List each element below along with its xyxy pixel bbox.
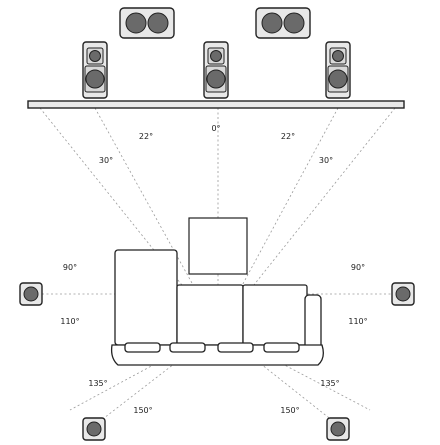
sofa-cushion-2 (169, 342, 206, 353)
sofa-back-middle (176, 284, 244, 346)
angle-label-front-left-outer: 30° (99, 156, 113, 165)
side-right-speaker-icon (391, 282, 415, 306)
front-right-speaker-icon (325, 41, 351, 99)
sofa-cushion-3 (217, 342, 254, 353)
front-wall (27, 100, 405, 109)
angle-label-rear-left-lower: 150° (133, 406, 152, 415)
overhead-speaker-right-icon (255, 7, 311, 39)
guide-line-rear-right (217, 329, 339, 426)
sofa-cushion-1 (124, 342, 161, 353)
sofa-arm-right (304, 294, 322, 354)
angle-label-rear-right-lower: 150° (280, 406, 299, 415)
sofa-icon (110, 249, 324, 366)
angle-label-side-left-lower: 110° (60, 317, 79, 326)
angle-label-side-right-upper: 90° (351, 263, 365, 272)
rear-left-speaker-icon (82, 417, 106, 441)
angle-label-front-right-outer: 30° (319, 156, 333, 165)
center-speaker-icon (203, 41, 229, 99)
angle-label-front-left-inner: 22° (139, 132, 153, 141)
sofa-back-right (242, 284, 308, 346)
angle-label-rear-right-upper: 135° (320, 379, 339, 388)
overhead-speaker-left-icon (119, 7, 175, 39)
screen-icon (188, 217, 248, 275)
front-left-speaker-icon (82, 41, 108, 99)
sofa-chaise (114, 249, 178, 346)
angle-label-side-left-upper: 90° (63, 263, 77, 272)
angle-label-side-right-lower: 110° (348, 317, 367, 326)
side-left-speaker-icon (19, 282, 43, 306)
sofa-cushion-4 (263, 342, 300, 353)
angle-label-front-center: 0° (211, 124, 220, 133)
guide-line-rear-left (94, 329, 219, 426)
guide-line-front-left (94, 107, 219, 331)
guide-line-front-right (217, 107, 339, 331)
rear-right-speaker-icon (326, 417, 350, 441)
angle-label-rear-left-upper: 135° (88, 379, 107, 388)
angle-label-front-right-inner: 22° (281, 132, 295, 141)
